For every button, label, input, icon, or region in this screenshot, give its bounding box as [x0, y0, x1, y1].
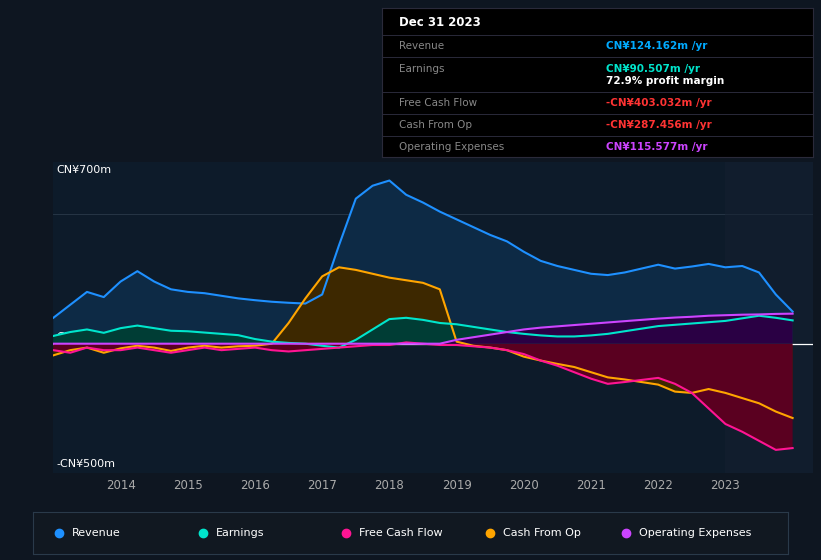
Text: Free Cash Flow: Free Cash Flow — [359, 529, 443, 538]
Text: Earnings: Earnings — [399, 63, 444, 73]
Text: -CN¥287.456m /yr: -CN¥287.456m /yr — [606, 120, 712, 130]
Bar — [726, 162, 813, 473]
Text: CN¥115.577m /yr: CN¥115.577m /yr — [606, 142, 708, 152]
Text: Revenue: Revenue — [72, 529, 121, 538]
Text: -CN¥500m: -CN¥500m — [57, 459, 116, 469]
Text: Dec 31 2023: Dec 31 2023 — [399, 16, 481, 29]
Text: Operating Expenses: Operating Expenses — [639, 529, 751, 538]
Text: Cash From Op: Cash From Op — [399, 120, 472, 130]
Text: CN¥124.162m /yr: CN¥124.162m /yr — [606, 41, 707, 52]
Text: Earnings: Earnings — [216, 529, 264, 538]
Text: Free Cash Flow: Free Cash Flow — [399, 97, 477, 108]
Text: CN¥90.507m /yr: CN¥90.507m /yr — [606, 63, 699, 73]
Text: Operating Expenses: Operating Expenses — [399, 142, 504, 152]
Text: Cash From Op: Cash From Op — [502, 529, 580, 538]
Text: -CN¥403.032m /yr: -CN¥403.032m /yr — [606, 97, 712, 108]
Text: CN¥700m: CN¥700m — [57, 165, 112, 175]
Text: CN¥0: CN¥0 — [57, 332, 87, 342]
Text: Revenue: Revenue — [399, 41, 444, 52]
Text: 72.9% profit margin: 72.9% profit margin — [606, 76, 724, 86]
